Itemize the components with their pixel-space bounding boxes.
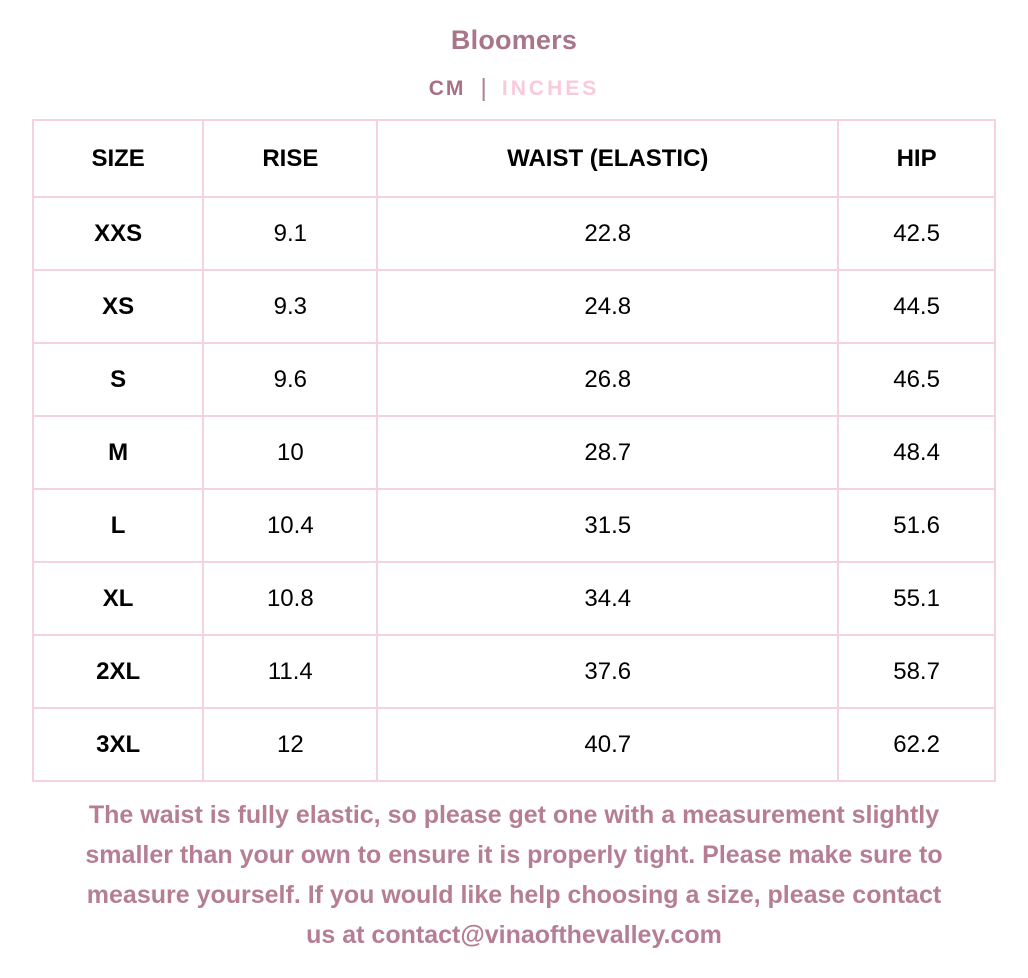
size-cell: XS	[31, 269, 205, 344]
rise-cell: 11.4	[202, 634, 379, 709]
waist-cell: 22.8	[376, 196, 840, 271]
table-row: XL 10.8 34.4 55.1	[31, 561, 996, 636]
size-note-line: The waist is fully elastic, so please ge…	[88, 801, 940, 829]
size-cell: 3XL	[31, 707, 205, 782]
unit-toggle-inches[interactable]: INCHES	[501, 77, 600, 100]
table-row: M 10 28.7 48.4	[31, 415, 996, 490]
waist-cell: 26.8	[376, 342, 840, 417]
waist-cell: 24.8	[376, 269, 840, 344]
table-row: L 10.4 31.5 51.6	[31, 488, 996, 563]
waist-cell: 40.7	[376, 707, 840, 782]
waist-cell: 28.7	[376, 415, 840, 490]
size-cell: XXS	[31, 196, 205, 271]
size-note-line: smaller than your own to ensure it is pr…	[85, 841, 943, 869]
rise-cell: 10.8	[202, 561, 379, 636]
rise-cell: 9.3	[202, 269, 379, 344]
column-header-hip: HIP	[837, 119, 996, 198]
hip-cell: 58.7	[837, 634, 996, 709]
hip-cell: 51.6	[837, 488, 996, 563]
rise-cell: 9.6	[202, 342, 379, 417]
size-note-line: measure yourself. If you would like help…	[86, 881, 942, 909]
table-header-row: SIZE RISE WAIST (ELASTIC) HIP	[31, 119, 996, 198]
column-header-rise: RISE	[202, 119, 379, 198]
size-note: The waist is fully elastic, so please ge…	[19, 795, 1009, 955]
table-row: XS 9.3 24.8 44.5	[31, 269, 996, 344]
rise-cell: 10.4	[202, 488, 379, 563]
hip-cell: 42.5	[837, 196, 996, 271]
size-cell: L	[31, 488, 205, 563]
unit-toggle-separator: |	[480, 73, 487, 102]
hip-cell: 62.2	[837, 707, 996, 782]
size-cell: S	[31, 342, 205, 417]
column-header-waist: WAIST (ELASTIC)	[376, 119, 840, 198]
hip-cell: 48.4	[837, 415, 996, 490]
size-cell: XL	[31, 561, 205, 636]
table-row: XXS 9.1 22.8 42.5	[31, 196, 996, 271]
table-row: 2XL 11.4 37.6 58.7	[31, 634, 996, 709]
size-chart-table: SIZE RISE WAIST (ELASTIC) HIP XXS 9.1 22…	[31, 119, 996, 782]
hip-cell: 55.1	[837, 561, 996, 636]
rise-cell: 9.1	[202, 196, 379, 271]
table-row: S 9.6 26.8 46.5	[31, 342, 996, 417]
rise-cell: 10	[202, 415, 379, 490]
table-row: 3XL 12 40.7 62.2	[31, 707, 996, 782]
hip-cell: 44.5	[837, 269, 996, 344]
column-header-size: SIZE	[31, 119, 205, 198]
hip-cell: 46.5	[837, 342, 996, 417]
rise-cell: 12	[202, 707, 379, 782]
waist-cell: 31.5	[376, 488, 840, 563]
waist-cell: 34.4	[376, 561, 840, 636]
page-title: Bloomers	[450, 25, 578, 55]
size-cell: 2XL	[31, 634, 205, 709]
size-note-line: us at contact@vinaofthevalley.com	[306, 921, 722, 949]
waist-cell: 37.6	[376, 634, 840, 709]
unit-toggle: CM | INCHES	[0, 73, 1028, 102]
size-cell: M	[31, 415, 205, 490]
unit-toggle-cm[interactable]: CM	[428, 77, 466, 100]
